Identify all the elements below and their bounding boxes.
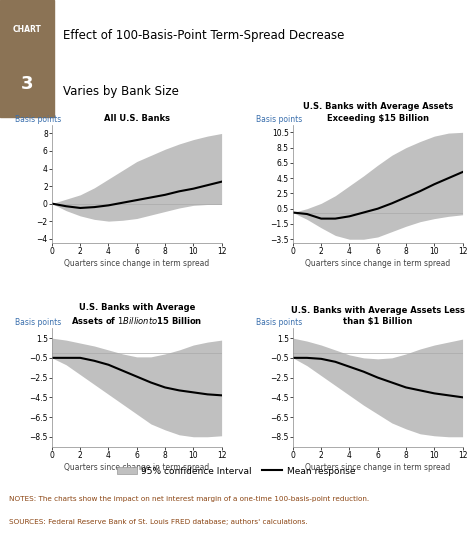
Title: U.S. Banks with Average
Assets of $1 Billion to $15 Billion: U.S. Banks with Average Assets of $1 Bil… <box>71 303 202 326</box>
Text: NOTES: The charts show the impact on net interest margin of a one-time 100-basis: NOTES: The charts show the impact on net… <box>9 495 370 501</box>
Text: Basis points: Basis points <box>255 115 302 124</box>
X-axis label: Quarters since change in term spread: Quarters since change in term spread <box>64 259 210 268</box>
Text: Basis points: Basis points <box>15 115 61 124</box>
Title: All U.S. Banks: All U.S. Banks <box>104 114 170 123</box>
Bar <box>0 0 54 117</box>
Text: SOURCES: Federal Reserve Bank of St. Louis FRED database; authors' calculations.: SOURCES: Federal Reserve Bank of St. Lou… <box>9 519 308 525</box>
Legend: 95% confidence Interval, Mean response: 95% confidence Interval, Mean response <box>113 463 359 479</box>
Title: U.S. Banks with Average Assets
Exceeding $15 Billion: U.S. Banks with Average Assets Exceeding… <box>303 102 453 123</box>
Title: U.S. Banks with Average Assets Less
than $1 Billion: U.S. Banks with Average Assets Less than… <box>291 306 464 326</box>
X-axis label: Quarters since change in term spread: Quarters since change in term spread <box>305 259 450 268</box>
Text: CHART: CHART <box>13 25 42 34</box>
Text: Effect of 100-Basis-Point Term-Spread Decrease: Effect of 100-Basis-Point Term-Spread De… <box>63 29 344 41</box>
Text: Varies by Bank Size: Varies by Bank Size <box>63 85 178 98</box>
X-axis label: Quarters since change in term spread: Quarters since change in term spread <box>305 463 450 472</box>
X-axis label: Quarters since change in term spread: Quarters since change in term spread <box>64 463 210 472</box>
Text: Basis points: Basis points <box>15 318 61 327</box>
Text: Basis points: Basis points <box>255 318 302 327</box>
Text: 3: 3 <box>21 75 34 93</box>
